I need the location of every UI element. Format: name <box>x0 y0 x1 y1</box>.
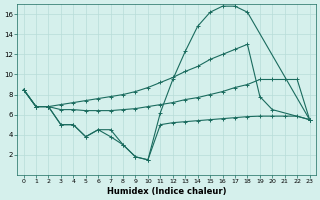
X-axis label: Humidex (Indice chaleur): Humidex (Indice chaleur) <box>107 187 226 196</box>
